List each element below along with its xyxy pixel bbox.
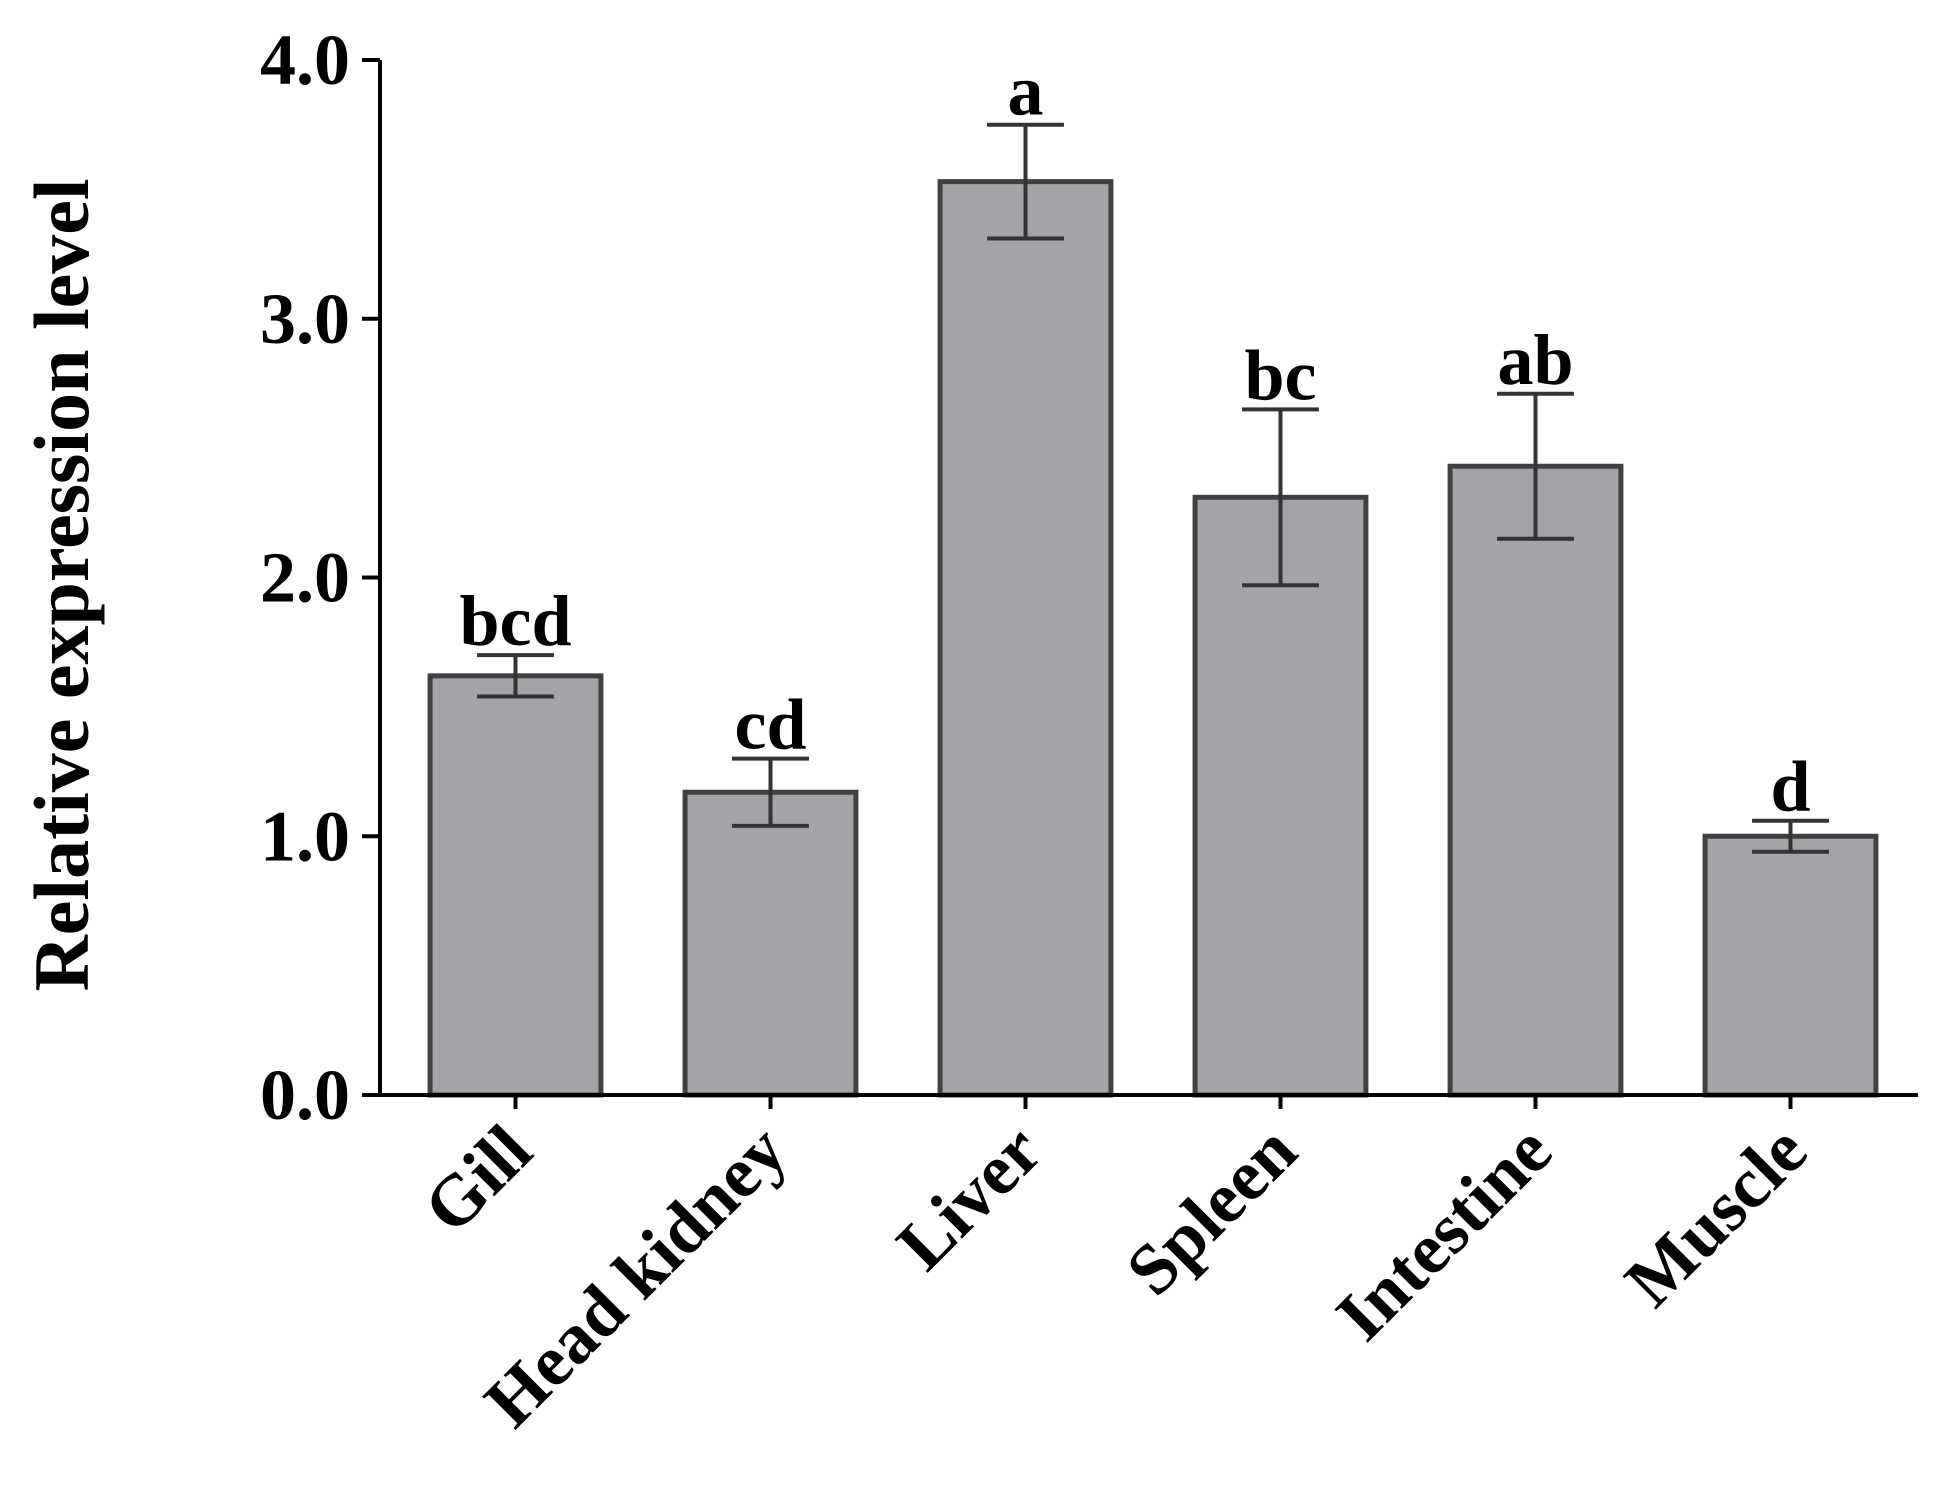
significance-label: bcd	[459, 581, 571, 661]
y-tick-label: 2.0	[260, 538, 350, 618]
significance-label: ab	[1497, 320, 1573, 400]
y-axis-title: Relative expression level	[18, 178, 105, 991]
significance-label: cd	[735, 685, 807, 765]
x-category-label: Liver	[881, 1110, 1056, 1285]
bar	[1192, 494, 1369, 1098]
bar	[937, 179, 1114, 1098]
significance-label: d	[1770, 747, 1810, 827]
x-category-label: Spleen	[1111, 1110, 1312, 1311]
significance-label: bc	[1245, 335, 1317, 415]
y-tick-label: 4.0	[260, 20, 350, 100]
y-tick-label: 1.0	[260, 796, 350, 876]
bars-layer: bcd cd a bc ab d	[427, 51, 1879, 1098]
bar	[1702, 833, 1879, 1098]
bar	[1447, 463, 1624, 1098]
x-category-label: Muscle	[1610, 1110, 1822, 1322]
bar	[682, 789, 859, 1098]
bar	[427, 673, 604, 1098]
significance-label: a	[1008, 51, 1044, 131]
y-tick-label: 0.0	[260, 1055, 350, 1135]
x-category-label: Intestine	[1321, 1110, 1567, 1356]
axes-layer	[378, 60, 1918, 1097]
y-ticks-layer: 0.0 1.0 2.0 3.0 4.0	[260, 20, 380, 1135]
y-tick-label: 3.0	[260, 279, 350, 359]
x-category-label: Gill	[408, 1110, 547, 1249]
